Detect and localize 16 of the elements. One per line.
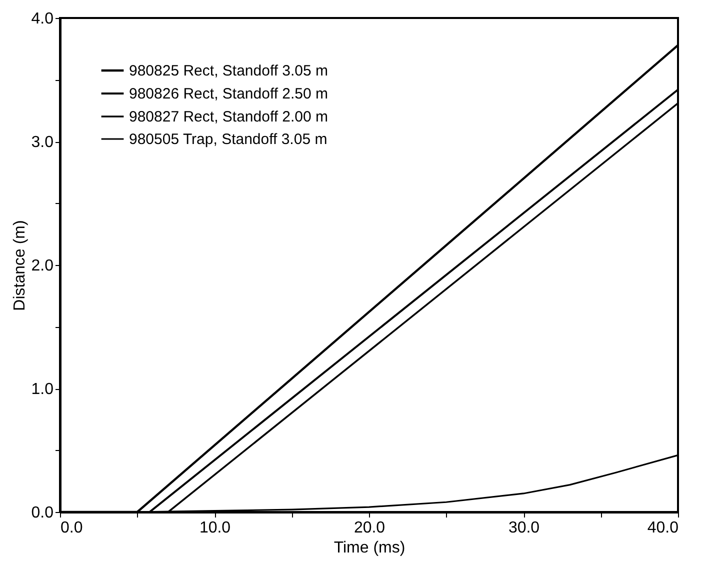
- x-tick-label: 10.0: [199, 520, 231, 536]
- y-tick-label: 4.0: [31, 10, 54, 28]
- y-tick-label: 3.0: [31, 134, 54, 151]
- legend-label: 980505 Trap, Standoff 3.05 m: [129, 131, 328, 148]
- x-axis-title: Time (ms): [334, 540, 406, 556]
- legend-label: 980825 Rect, Standoff 3.05 m: [129, 62, 328, 80]
- x-tick-label: 0.0: [60, 520, 83, 536]
- legend-label: 980827 Rect, Standoff 2.00 m: [129, 108, 328, 126]
- y-tick-label: 1.0: [31, 381, 54, 398]
- x-tick-label: 40.0: [647, 520, 679, 536]
- legend-label: 980826 Rect, Standoff 2.50 m: [129, 86, 328, 102]
- y-axis-title: Distance (m): [11, 220, 28, 311]
- y-tick-label: 2.0: [31, 258, 54, 274]
- x-tick-label: 20.0: [354, 520, 386, 536]
- x-tick-label: 30.0: [508, 520, 540, 536]
- y-tick-label: 0.0: [31, 504, 54, 522]
